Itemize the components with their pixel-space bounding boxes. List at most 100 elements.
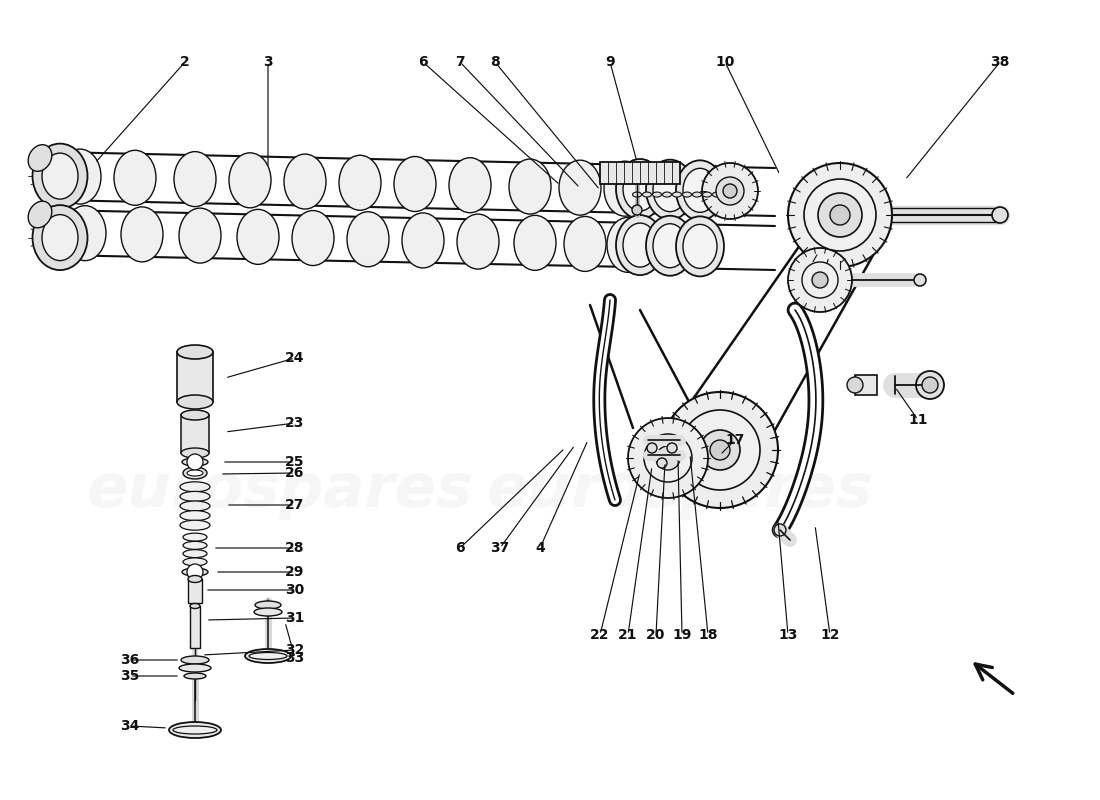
Ellipse shape — [182, 448, 209, 458]
Text: 38: 38 — [990, 55, 1010, 69]
Ellipse shape — [190, 603, 200, 609]
Ellipse shape — [183, 542, 207, 550]
Text: 37: 37 — [491, 541, 509, 555]
Bar — [855, 375, 877, 395]
Circle shape — [774, 524, 786, 536]
Ellipse shape — [339, 155, 381, 210]
Ellipse shape — [42, 214, 78, 261]
Text: 13: 13 — [779, 628, 798, 642]
Ellipse shape — [616, 159, 664, 219]
Circle shape — [922, 377, 938, 393]
Ellipse shape — [604, 161, 646, 216]
Text: 33: 33 — [285, 651, 305, 665]
Ellipse shape — [173, 726, 217, 734]
Circle shape — [644, 434, 692, 482]
Ellipse shape — [182, 656, 209, 664]
Ellipse shape — [509, 159, 551, 214]
Ellipse shape — [169, 722, 221, 738]
Ellipse shape — [59, 149, 101, 204]
Ellipse shape — [182, 410, 209, 420]
Ellipse shape — [672, 192, 682, 197]
Ellipse shape — [693, 192, 702, 197]
Circle shape — [804, 179, 876, 251]
Text: 11: 11 — [909, 413, 927, 427]
Circle shape — [632, 205, 642, 215]
Ellipse shape — [653, 224, 688, 268]
Ellipse shape — [683, 224, 717, 268]
Ellipse shape — [179, 208, 221, 263]
Ellipse shape — [29, 201, 52, 228]
Bar — [190, 606, 200, 648]
Text: 2: 2 — [180, 55, 190, 69]
Ellipse shape — [713, 192, 722, 197]
Bar — [182, 415, 209, 453]
Circle shape — [710, 440, 730, 460]
Circle shape — [647, 443, 657, 453]
Ellipse shape — [642, 192, 651, 197]
Text: 22: 22 — [591, 628, 609, 642]
Ellipse shape — [183, 550, 207, 558]
Text: 34: 34 — [120, 719, 140, 733]
Ellipse shape — [456, 214, 499, 269]
Ellipse shape — [180, 482, 210, 492]
Circle shape — [656, 446, 680, 470]
Ellipse shape — [121, 207, 163, 262]
Ellipse shape — [394, 157, 436, 211]
Text: 21: 21 — [618, 628, 638, 642]
Circle shape — [716, 177, 744, 205]
Ellipse shape — [182, 458, 208, 466]
Text: 24: 24 — [285, 351, 305, 365]
Ellipse shape — [174, 152, 216, 206]
Circle shape — [702, 163, 758, 219]
Ellipse shape — [177, 395, 213, 409]
Ellipse shape — [249, 653, 287, 659]
Circle shape — [788, 248, 853, 312]
Text: 30: 30 — [285, 583, 305, 597]
Ellipse shape — [514, 215, 556, 270]
Ellipse shape — [180, 501, 210, 511]
Bar — [600, 162, 680, 184]
Text: 28: 28 — [285, 541, 305, 555]
Text: 7: 7 — [455, 55, 465, 69]
Ellipse shape — [646, 216, 694, 276]
Ellipse shape — [646, 160, 694, 220]
Ellipse shape — [683, 168, 717, 212]
Ellipse shape — [623, 223, 657, 267]
Ellipse shape — [184, 673, 206, 679]
Circle shape — [680, 410, 760, 490]
Circle shape — [812, 272, 828, 288]
Ellipse shape — [114, 150, 156, 206]
Circle shape — [818, 193, 862, 237]
Ellipse shape — [29, 145, 52, 171]
Text: 32: 32 — [285, 643, 305, 657]
Circle shape — [657, 458, 667, 468]
Ellipse shape — [449, 158, 491, 213]
Circle shape — [802, 262, 838, 298]
Ellipse shape — [229, 153, 271, 208]
Circle shape — [788, 163, 892, 267]
Ellipse shape — [183, 533, 207, 541]
Ellipse shape — [188, 575, 202, 582]
Circle shape — [992, 207, 1008, 223]
Ellipse shape — [179, 664, 211, 672]
Bar — [188, 579, 202, 603]
Text: eurospares: eurospares — [87, 461, 473, 519]
Ellipse shape — [180, 510, 210, 521]
Ellipse shape — [662, 192, 671, 197]
Ellipse shape — [33, 205, 88, 270]
Ellipse shape — [607, 218, 649, 272]
Ellipse shape — [180, 491, 210, 502]
Ellipse shape — [703, 192, 712, 197]
Ellipse shape — [187, 470, 204, 476]
Circle shape — [667, 443, 676, 453]
Circle shape — [847, 377, 864, 393]
Ellipse shape — [245, 649, 292, 663]
Ellipse shape — [284, 154, 326, 209]
Text: 6: 6 — [455, 541, 465, 555]
Ellipse shape — [183, 467, 207, 479]
Ellipse shape — [559, 160, 601, 215]
Circle shape — [628, 418, 708, 498]
Ellipse shape — [255, 601, 280, 609]
Text: 3: 3 — [263, 55, 273, 69]
Ellipse shape — [177, 345, 213, 359]
